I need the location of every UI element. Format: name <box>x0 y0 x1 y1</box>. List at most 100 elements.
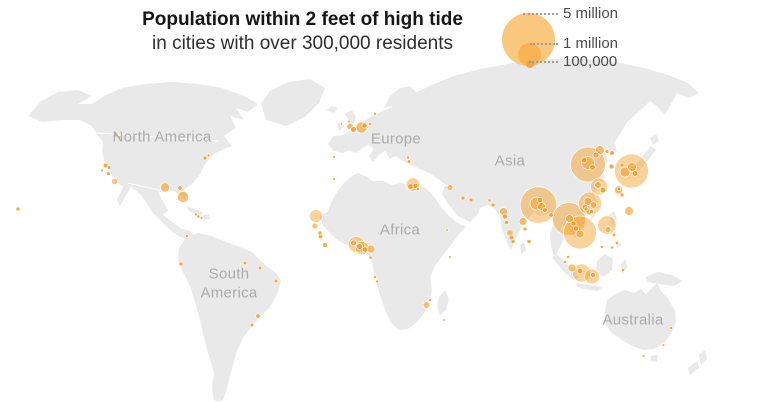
city-bubble[interactable] <box>522 226 528 232</box>
city-bubble[interactable] <box>375 279 379 284</box>
city-bubble[interactable] <box>332 155 336 159</box>
city-bubble[interactable] <box>422 301 431 309</box>
city-bubble[interactable] <box>15 206 21 212</box>
city-bubble[interactable] <box>257 265 263 271</box>
city-bubble[interactable] <box>362 246 368 253</box>
city-bubble[interactable] <box>309 209 323 223</box>
city-bubble[interactable] <box>661 343 666 347</box>
city-bubble[interactable] <box>616 186 622 192</box>
city-bubble[interactable] <box>317 230 323 236</box>
city-bubble[interactable] <box>575 229 585 239</box>
city-bubble[interactable] <box>106 165 112 170</box>
city-bubble[interactable] <box>242 260 248 266</box>
city-bubble[interactable] <box>347 119 351 124</box>
city-bubble[interactable] <box>600 245 604 249</box>
city-bubble[interactable] <box>350 239 357 247</box>
city-bubble[interactable] <box>487 198 492 203</box>
city-bubble[interactable] <box>504 220 509 225</box>
city-bubble[interactable] <box>255 313 261 319</box>
city-bubble[interactable] <box>490 202 496 208</box>
city-bubble[interactable] <box>159 182 170 193</box>
city-bubble[interactable] <box>589 209 594 214</box>
city-bubble[interactable] <box>608 163 615 170</box>
city-bubble[interactable] <box>412 183 419 189</box>
city-bubble[interactable] <box>350 126 357 133</box>
city-bubble[interactable] <box>502 213 508 220</box>
city-bubble[interactable] <box>407 183 414 190</box>
city-bubble[interactable] <box>366 244 376 254</box>
city-bubble[interactable] <box>576 267 584 275</box>
city-bubble[interactable] <box>356 243 363 250</box>
city-bubble[interactable] <box>619 166 631 178</box>
city-bubble[interactable] <box>445 228 449 232</box>
city-bubble[interactable] <box>406 155 410 160</box>
city-bubble[interactable] <box>518 217 528 226</box>
city-bubble[interactable] <box>106 171 111 176</box>
city-bubble[interactable] <box>339 122 344 126</box>
city-bubble[interactable] <box>631 170 639 177</box>
city-bubble[interactable] <box>322 242 328 248</box>
city-bubble[interactable] <box>565 214 574 223</box>
city-bubble[interactable] <box>249 322 255 328</box>
city-bubble[interactable] <box>536 196 544 204</box>
city-bubble[interactable] <box>416 187 420 191</box>
city-bubble[interactable] <box>368 255 373 260</box>
city-bubble[interactable] <box>563 260 567 264</box>
city-bubble[interactable] <box>611 232 617 238</box>
city-bubble[interactable] <box>580 156 588 164</box>
city-bubble[interactable] <box>448 255 452 259</box>
city-bubble[interactable] <box>196 214 201 219</box>
city-bubble[interactable] <box>373 112 377 116</box>
city-bubble[interactable] <box>619 192 625 198</box>
city-bubble[interactable] <box>194 212 198 217</box>
city-bubble[interactable] <box>641 354 646 358</box>
city-bubble[interactable] <box>583 197 593 206</box>
city-bubble[interactable] <box>592 151 600 159</box>
city-bubble[interactable] <box>111 178 118 185</box>
city-bubble[interactable] <box>624 206 634 216</box>
city-bubble[interactable] <box>542 207 548 213</box>
city-bubble[interactable] <box>368 122 372 126</box>
city-bubble[interactable] <box>526 239 532 244</box>
city-bubble[interactable] <box>570 220 577 227</box>
city-bubble[interactable] <box>332 177 336 181</box>
city-bubble[interactable] <box>669 326 673 330</box>
city-bubble[interactable] <box>590 272 596 278</box>
city-bubble[interactable] <box>100 168 104 173</box>
city-bubble[interactable] <box>460 195 466 201</box>
city-bubble[interactable] <box>619 162 625 168</box>
city-bubble[interactable] <box>589 164 596 171</box>
city-bubble[interactable] <box>311 222 319 230</box>
city-bubble[interactable] <box>566 255 570 259</box>
city-bubble[interactable] <box>178 261 184 267</box>
city-bubble[interactable] <box>185 234 189 238</box>
city-bubble[interactable] <box>594 181 602 189</box>
city-bubble[interactable] <box>609 150 615 156</box>
city-bubble[interactable] <box>117 135 122 139</box>
city-bubble[interactable] <box>113 132 119 138</box>
city-bubble[interactable] <box>273 278 279 284</box>
city-bubble[interactable] <box>446 184 454 191</box>
city-bubble[interactable] <box>510 239 516 244</box>
city-bubble[interactable] <box>567 263 577 273</box>
city-bubble[interactable] <box>102 162 109 169</box>
city-bubble[interactable] <box>406 159 412 164</box>
city-bubble[interactable] <box>604 149 610 154</box>
city-bubble[interactable] <box>614 240 620 246</box>
city-bubble[interactable] <box>428 298 432 302</box>
city-bubble[interactable] <box>604 226 612 233</box>
city-bubble[interactable] <box>442 318 446 322</box>
city-bubble[interactable] <box>468 197 474 203</box>
city-bubble[interactable] <box>548 212 554 218</box>
city-bubble[interactable] <box>621 268 625 272</box>
city-bubble[interactable] <box>373 275 377 279</box>
city-bubble[interactable] <box>610 245 614 250</box>
city-bubble[interactable] <box>177 185 183 191</box>
city-bubble[interactable] <box>597 215 617 235</box>
city-bubble[interactable] <box>176 190 189 203</box>
city-bubble[interactable] <box>361 122 368 129</box>
city-bubble[interactable] <box>199 216 204 220</box>
city-bubble[interactable] <box>206 153 211 158</box>
city-bubble[interactable] <box>202 155 208 161</box>
city-bubble[interactable] <box>627 162 637 172</box>
